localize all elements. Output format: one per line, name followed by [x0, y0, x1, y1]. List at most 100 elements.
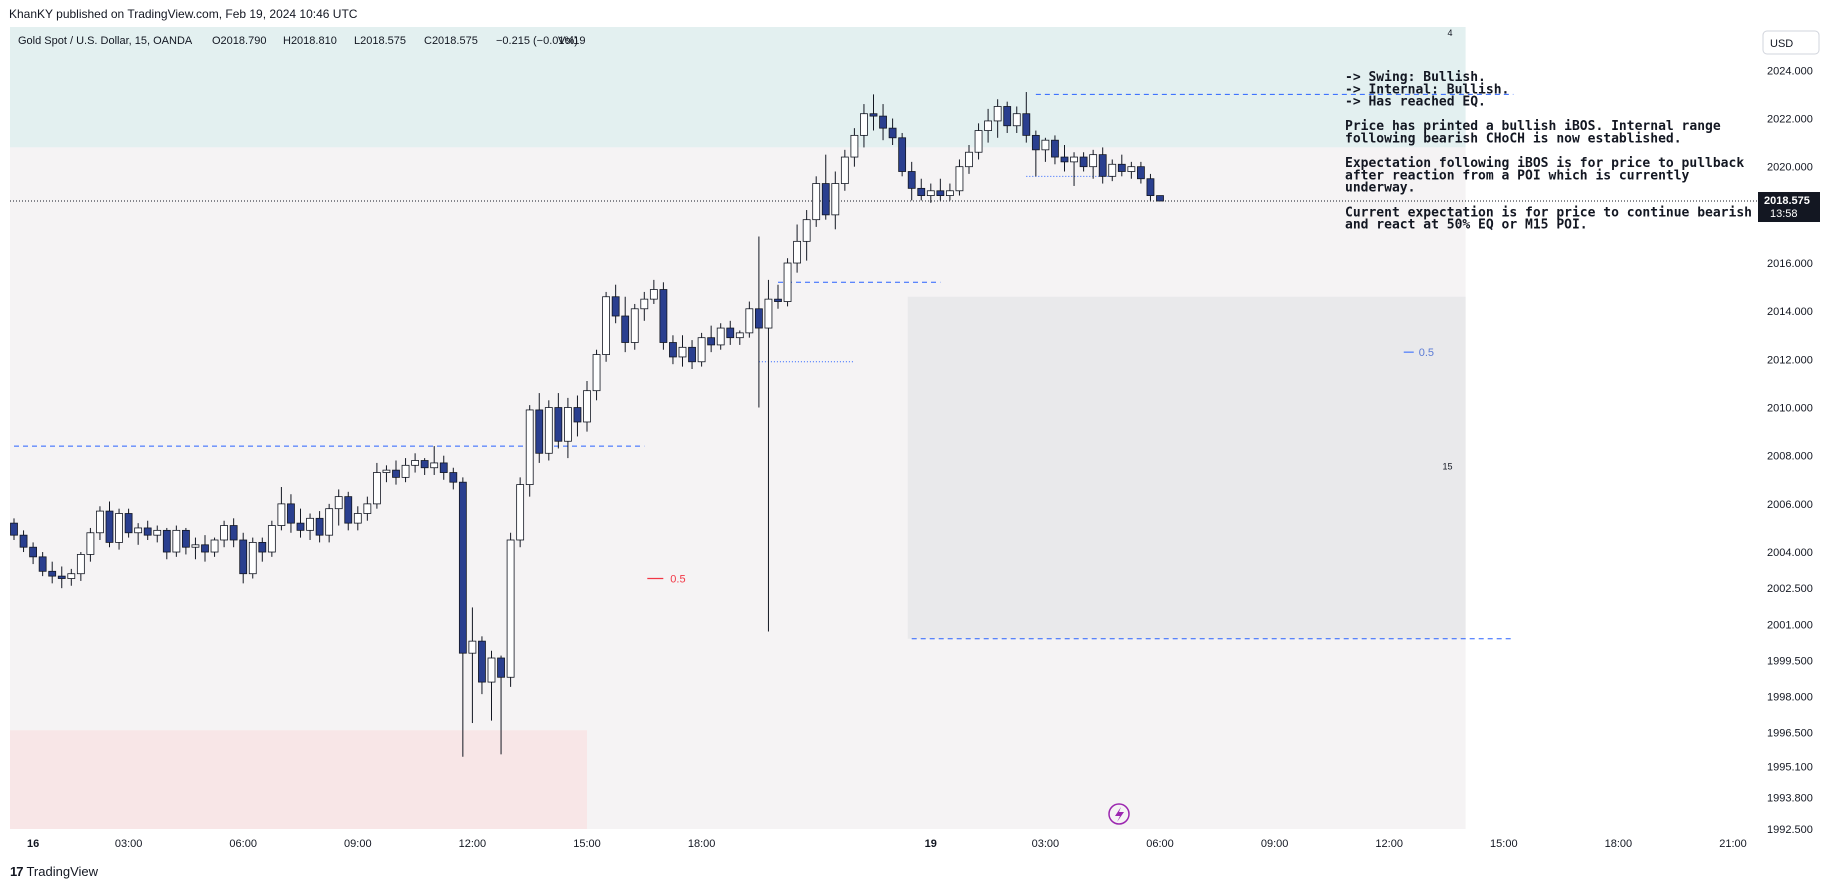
candle — [229, 518, 238, 548]
last-price-value: 2018.575 — [1764, 195, 1810, 207]
candle — [974, 123, 983, 160]
candle-body — [745, 308, 754, 334]
candle-body — [1070, 156, 1078, 163]
candle — [764, 279, 773, 632]
candle-body — [449, 472, 458, 483]
candle-body — [535, 409, 544, 454]
time-tick-label: 18:00 — [688, 838, 716, 850]
time-tick-label: 09:00 — [344, 838, 372, 850]
candle-body — [277, 503, 286, 526]
candle — [1108, 159, 1117, 182]
candle-body — [306, 517, 314, 531]
time-tick-label: 06:00 — [229, 838, 257, 850]
zones-layer — [10, 27, 1466, 829]
candle-body — [220, 525, 229, 541]
candle-body — [1031, 134, 1040, 151]
price-tick-label: 2010.000 — [1767, 403, 1813, 415]
candle — [162, 527, 171, 560]
candle — [1117, 154, 1126, 177]
price-tick-label: 2006.000 — [1767, 499, 1813, 511]
candle — [965, 145, 973, 174]
price-tick-label: 1999.500 — [1767, 655, 1813, 667]
candle — [525, 405, 534, 497]
candle — [544, 400, 553, 461]
candle — [372, 462, 381, 509]
candle — [840, 149, 849, 191]
candle — [411, 453, 420, 473]
candle — [564, 397, 572, 459]
candle-body — [248, 541, 257, 575]
candle — [898, 132, 907, 177]
candle-body — [898, 137, 907, 172]
candle — [439, 455, 448, 480]
candle-body — [669, 342, 677, 358]
note-line: -> Internal: Bullish. — [1345, 82, 1509, 97]
note-line: after reaction from a POI which is curre… — [1345, 168, 1690, 183]
candle — [248, 537, 257, 579]
candle — [220, 520, 229, 548]
candle-body — [573, 407, 582, 423]
candle — [239, 532, 248, 584]
price-tick-label: 2002.500 — [1767, 583, 1813, 595]
legend-item: H2018.810 — [283, 35, 337, 47]
candle-body — [840, 156, 849, 184]
candle-body — [38, 556, 47, 572]
candle-body — [544, 407, 553, 454]
candle-body — [181, 529, 190, 548]
candle-body — [926, 190, 935, 196]
price-tick-label: 2008.000 — [1767, 451, 1813, 463]
candle — [115, 508, 123, 550]
chart[interactable]: 4 15 0.5 0.5 Gold Spot / U.S. Dollar, 15, OA… — [0, 27, 1835, 857]
candle-body — [649, 289, 658, 300]
tradingview-logo[interactable]: 17 TradingView — [10, 864, 98, 879]
currency-button[interactable]: USD — [1762, 30, 1820, 55]
currency-button-label: USD — [1770, 38, 1793, 50]
legend-item: Gold Spot / U.S. Dollar, 15, OANDA — [18, 35, 193, 47]
price-tick-label: 1996.500 — [1767, 728, 1813, 740]
price-axis[interactable]: 2024.000 2022.000 2020.000 2016.000 2014.000… — [1758, 30, 1820, 836]
candle — [401, 458, 410, 483]
candle — [172, 525, 181, 557]
candle-body — [1012, 113, 1021, 127]
candle — [38, 552, 47, 577]
candle-body — [105, 510, 114, 543]
candle — [296, 508, 305, 538]
candle-body — [1127, 166, 1136, 172]
candle — [774, 284, 782, 309]
candle — [306, 513, 314, 540]
candle-body — [640, 298, 649, 310]
candle-body — [401, 464, 410, 478]
candle-body — [411, 460, 420, 466]
candle — [344, 491, 353, 531]
time-tick-label: 15:00 — [1490, 838, 1518, 850]
candle-body — [1117, 163, 1126, 172]
candle-body — [735, 332, 744, 339]
candle — [592, 349, 601, 401]
candle — [1003, 101, 1012, 133]
candle-body — [802, 219, 811, 242]
candle-body — [162, 529, 171, 553]
candle — [955, 159, 964, 196]
candle — [993, 99, 1002, 138]
lightning-icon-bolt — [1115, 807, 1124, 822]
time-axis[interactable]: 16 03:00 06:00 09:00 12:00 15:00 18:00 19 03:00 0… — [27, 838, 1835, 850]
candle — [48, 561, 57, 584]
candle-body — [554, 407, 563, 442]
candle — [869, 94, 878, 131]
time-tick-label: 03:00 — [115, 838, 143, 850]
candle — [315, 511, 324, 543]
candle — [325, 503, 334, 543]
time-tick-label: 18:00 — [1605, 838, 1633, 850]
candle — [640, 291, 649, 321]
candle-body — [19, 534, 28, 548]
candle — [678, 335, 687, 367]
candle — [802, 210, 811, 261]
candle-body — [458, 481, 467, 654]
candle-body — [1041, 139, 1050, 151]
candle — [1089, 149, 1098, 179]
candle-body — [697, 337, 706, 363]
candle — [1031, 130, 1040, 177]
candle-body — [907, 171, 916, 189]
candle — [554, 393, 563, 449]
candle — [124, 508, 133, 538]
